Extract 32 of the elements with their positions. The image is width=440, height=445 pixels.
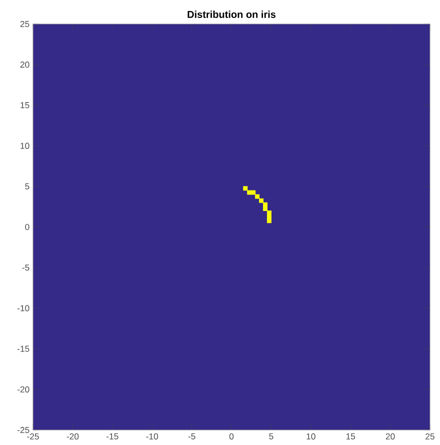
x-tick-label: -20 (66, 433, 79, 440)
y-tick-label: -15 (17, 346, 30, 352)
chart-title: Distribution on iris (188, 10, 276, 18)
x-tick-label: 0 (229, 433, 234, 440)
x-tick-label: -15 (106, 433, 118, 440)
x-tick-label: -5 (188, 433, 196, 440)
point (266, 210, 272, 216)
x-tick-label: 5 (269, 433, 274, 440)
point (266, 214, 272, 220)
x-tick-label: -10 (146, 433, 158, 440)
point (266, 218, 272, 224)
x-tick-label: 20 (386, 433, 395, 440)
point (259, 198, 264, 203)
y-tick-label: -25 (17, 426, 30, 434)
point (262, 206, 268, 211)
point (247, 190, 252, 195)
x-tick-label: 25 (426, 433, 434, 440)
y-tick-label: 0 (25, 224, 30, 230)
y-tick-label: 15 (20, 102, 30, 108)
point (251, 190, 256, 195)
point (262, 202, 268, 207)
y-tick-label: -20 (17, 386, 30, 392)
point (243, 186, 248, 191)
point (255, 194, 260, 199)
y-tick-label: 10 (20, 142, 30, 149)
x-tick-label: 10 (306, 433, 316, 440)
y-tick-label: 20 (20, 62, 30, 68)
y-tick-label: -5 (22, 264, 30, 271)
y-tick-label: 5 (25, 183, 30, 190)
x-tick-label: 15 (346, 433, 356, 440)
y-tick-label: -10 (17, 305, 30, 312)
y-tick-label: 25 (20, 20, 30, 28)
